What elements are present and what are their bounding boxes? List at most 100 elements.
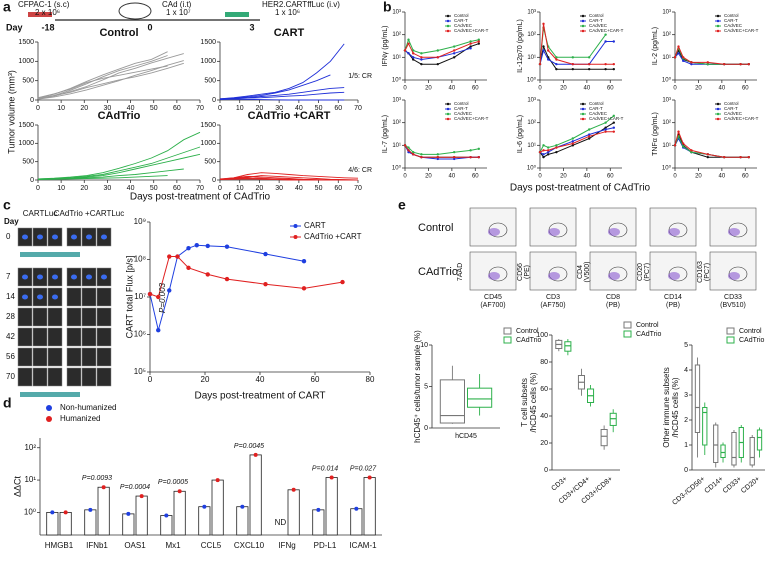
y-axis-label: CART total Flux [p/s] <box>124 256 134 339</box>
x-tick-label: 40 <box>449 174 456 180</box>
bar <box>173 490 186 536</box>
x-tick-label: 20 <box>695 86 702 92</box>
flow-plot <box>649 207 697 247</box>
annotation: P=0.003 <box>158 282 167 313</box>
x-tick-label: CD33+ <box>722 476 743 495</box>
series-line <box>219 74 331 100</box>
legend-marker <box>716 14 720 18</box>
data-point <box>420 62 423 66</box>
data-point <box>403 144 407 147</box>
cells <box>728 228 740 236</box>
legend-label: CAR-T <box>454 106 468 111</box>
series-line <box>37 55 168 99</box>
legend-marker <box>446 102 450 106</box>
box <box>702 407 708 446</box>
y-axis-label: IL-6 (pg/mL) <box>517 115 524 153</box>
bar-dot <box>329 475 334 480</box>
chart-title: Control <box>99 27 138 39</box>
data-point <box>469 45 472 48</box>
y-tick-label: 0 <box>30 97 34 104</box>
legend-label: CAdVEC <box>724 111 743 116</box>
data-point <box>571 67 574 71</box>
x-tick-label: 40 <box>719 86 726 92</box>
bar-dot <box>316 507 321 512</box>
row-label: CAdTrio <box>418 266 458 278</box>
y-axis-label: /hCD45 cells (%) <box>671 377 680 437</box>
data-point <box>547 149 550 152</box>
series-line <box>539 131 614 153</box>
series-line <box>539 41 614 65</box>
y-tick-label: 0 <box>212 97 216 104</box>
data-point <box>453 157 456 161</box>
signal <box>86 234 92 240</box>
x-tick-label: 40 <box>127 185 135 192</box>
data-point <box>263 251 268 257</box>
y-tick-label: 10² <box>662 32 671 38</box>
legend-label: CAdVEC+CAR-T <box>454 28 489 33</box>
y-tick-label: 0 <box>544 467 548 474</box>
series-line <box>404 43 479 65</box>
y-tick-label: 10⁶ <box>134 330 146 339</box>
mouse-image <box>17 367 33 387</box>
data-point <box>453 150 456 154</box>
signal <box>22 294 28 300</box>
y-tick-label: 100 <box>536 332 548 339</box>
legend-label: CAR-T <box>724 106 738 111</box>
signal <box>86 274 92 280</box>
x-tick-label: CD20+ <box>740 476 761 495</box>
y-tick-label: 1 <box>684 442 688 449</box>
data-point <box>469 42 472 45</box>
bar <box>350 508 363 536</box>
row-label: Control <box>418 222 453 234</box>
flow-y-label: (PC7) <box>644 263 651 281</box>
data-point <box>420 58 423 61</box>
x-tick-label: PD-L1 <box>314 541 337 550</box>
legend-label: Control <box>724 101 739 106</box>
y-tick-label: 0 <box>212 177 216 184</box>
x-tick-label: 40 <box>584 174 591 180</box>
panel-letter: c <box>3 197 11 213</box>
mouse-image <box>81 347 97 367</box>
y-tick-label: 10⁰ <box>392 165 402 172</box>
y-tick-label: 60 <box>540 386 548 393</box>
y-tick-label: 40 <box>540 413 548 420</box>
box <box>600 429 608 447</box>
flow-plot <box>529 251 577 291</box>
data-point <box>453 56 456 59</box>
data-point <box>555 144 558 147</box>
data-point <box>436 49 439 52</box>
signal <box>52 234 58 240</box>
colorbar <box>20 392 80 397</box>
y-tick-label: 0 <box>684 467 688 474</box>
legend-marker <box>581 117 585 121</box>
bar <box>46 511 59 536</box>
y-tick-label: 80 <box>540 359 548 366</box>
data-point <box>453 52 456 55</box>
bar-dot <box>126 511 131 516</box>
bar-dot <box>63 510 68 515</box>
bar <box>363 477 376 536</box>
legend-swatch <box>726 327 735 335</box>
x-tick-label: Mx1 <box>165 541 181 550</box>
data-point <box>436 155 439 159</box>
y-tick-label: 10² <box>662 120 671 126</box>
bar-dot <box>164 513 169 518</box>
data-point <box>301 259 307 264</box>
data-point <box>186 246 191 251</box>
legend-label: Control <box>516 328 539 335</box>
data-point <box>407 149 410 152</box>
flow-y-label: (V500) <box>584 261 591 282</box>
y-tick-label: 20 <box>540 440 548 447</box>
legend-marker <box>446 29 450 33</box>
series-line <box>37 131 201 180</box>
y-tick-label: 4 <box>684 367 688 374</box>
data-point <box>412 56 415 59</box>
y-axis-label: IL-2 (pg/mL) <box>652 27 659 65</box>
legend-label: CAdTrio +CART <box>304 232 362 241</box>
flow-x-label: CD8 <box>606 294 620 301</box>
x-tick-label: 70 <box>196 105 204 112</box>
data-point <box>436 157 439 161</box>
data-point <box>604 62 607 66</box>
chart-title: CART <box>274 27 305 39</box>
y-tick-label: 10² <box>527 32 536 38</box>
